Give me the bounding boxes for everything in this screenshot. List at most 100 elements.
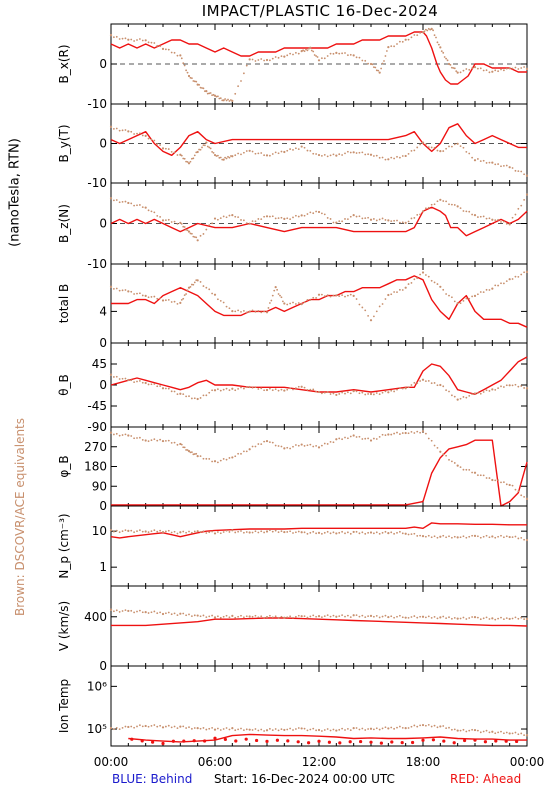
series-point-equivalent <box>511 536 514 539</box>
series-point-equivalent <box>144 294 147 297</box>
series-point-equivalent <box>173 390 176 393</box>
series-point-equivalent <box>326 294 329 296</box>
series-point-equivalent <box>193 80 196 83</box>
series-point-equivalent <box>476 616 479 619</box>
series-point-equivalent <box>508 535 511 539</box>
series-point-equivalent <box>115 727 118 729</box>
series-point-equivalent <box>228 214 231 217</box>
series-point-equivalent <box>265 439 269 443</box>
series-point-equivalent <box>193 727 196 729</box>
series-point-equivalent <box>442 385 445 388</box>
series-point-equivalent <box>525 174 529 177</box>
series-point-equivalent <box>349 435 352 438</box>
series-point-equivalent <box>329 295 332 298</box>
series-point-equivalent <box>398 530 401 533</box>
series-point-equivalent <box>212 151 215 154</box>
series-point-equivalent <box>364 437 367 440</box>
series-point-equivalent <box>234 310 237 313</box>
series-point-equivalent <box>419 431 422 434</box>
series-point-equivalent <box>407 386 410 389</box>
series-point-equivalent <box>245 728 248 731</box>
series-point-equivalent <box>372 437 375 440</box>
series-point-equivalent <box>225 99 228 102</box>
series-point-equivalent <box>523 66 526 68</box>
panel-phi: 270 180 90 0 φ_B <box>57 426 529 513</box>
series-point-equivalent <box>289 148 292 150</box>
y-axis-label: B_z(N) <box>57 204 71 243</box>
series-point-equivalent <box>294 214 297 217</box>
series-point-ahead_dots <box>286 739 290 743</box>
series-point-equivalent <box>344 152 346 155</box>
series-point-equivalent <box>514 488 517 491</box>
series-point-equivalent <box>180 222 183 225</box>
series-point-equivalent <box>182 225 185 228</box>
series-point-equivalent <box>240 311 242 313</box>
series-point-equivalent <box>227 98 229 101</box>
series-point-equivalent <box>303 146 306 149</box>
series-point-equivalent <box>450 460 453 463</box>
series-point-equivalent <box>144 134 147 137</box>
series-point-equivalent <box>332 614 335 617</box>
series-point-equivalent <box>208 391 211 394</box>
series-point-equivalent <box>361 727 364 730</box>
series-point-equivalent <box>332 728 335 731</box>
series-point-equivalent <box>133 726 136 729</box>
series-point-equivalent <box>289 218 292 221</box>
series-point-equivalent <box>286 446 289 449</box>
series-point-equivalent <box>130 529 133 532</box>
series-point-equivalent <box>335 393 338 397</box>
series-point-equivalent <box>150 296 153 298</box>
series-point-equivalent <box>187 74 191 78</box>
series-point-equivalent <box>341 294 344 296</box>
series-point-equivalent <box>393 291 396 293</box>
series-point-equivalent <box>326 155 329 158</box>
series-point-equivalent <box>136 132 138 135</box>
series-point-equivalent <box>471 534 474 537</box>
series-point-equivalent <box>182 393 185 396</box>
series-point-equivalent <box>456 536 459 539</box>
series-point-equivalent <box>309 615 312 618</box>
series-point-equivalent <box>138 379 141 382</box>
series-point-equivalent <box>355 436 358 438</box>
series-point-equivalent <box>109 529 113 532</box>
series-point-equivalent <box>124 529 127 532</box>
series-point-equivalent <box>216 218 219 221</box>
series-point-equivalent <box>300 303 303 306</box>
series-point-equivalent <box>497 617 500 620</box>
series-point-equivalent <box>136 39 138 41</box>
series-point-equivalent <box>312 445 315 448</box>
series-point-equivalent <box>271 389 274 392</box>
series-point-equivalent <box>173 300 176 303</box>
y-tick-label: 0 <box>99 499 107 513</box>
series-point-equivalent <box>222 215 225 218</box>
series-point-equivalent <box>473 616 477 619</box>
series-point-equivalent <box>514 535 517 538</box>
series-point-equivalent <box>450 536 453 539</box>
series-point-equivalent <box>416 725 419 728</box>
series-point-equivalent <box>219 459 222 462</box>
series-point-equivalent <box>153 383 156 385</box>
series-point-equivalent <box>277 152 280 155</box>
series-point-equivalent <box>358 215 361 218</box>
series-point-equivalent <box>309 150 312 152</box>
series-point-equivalent <box>384 390 387 393</box>
series-point-equivalent <box>213 217 217 220</box>
series-point-equivalent <box>396 219 398 222</box>
series-point-equivalent <box>263 389 266 392</box>
series-point-equivalent <box>323 531 326 534</box>
series-point-equivalent <box>179 153 182 156</box>
series-point-equivalent <box>228 457 231 459</box>
series-point-equivalent <box>437 43 440 46</box>
series-point-equivalent <box>430 725 433 728</box>
series-point-equivalent <box>245 311 248 314</box>
series-point-equivalent <box>153 42 156 44</box>
series-point-equivalent <box>115 287 118 290</box>
series-point-equivalent <box>216 727 219 730</box>
series-point-equivalent <box>109 125 113 128</box>
series-point-equivalent <box>494 732 497 735</box>
y-tick-label: 4 <box>99 304 107 318</box>
series-point-equivalent <box>502 69 505 72</box>
series-point-equivalent <box>381 433 384 436</box>
series-point-equivalent <box>332 221 335 224</box>
series-point-equivalent <box>280 445 283 448</box>
